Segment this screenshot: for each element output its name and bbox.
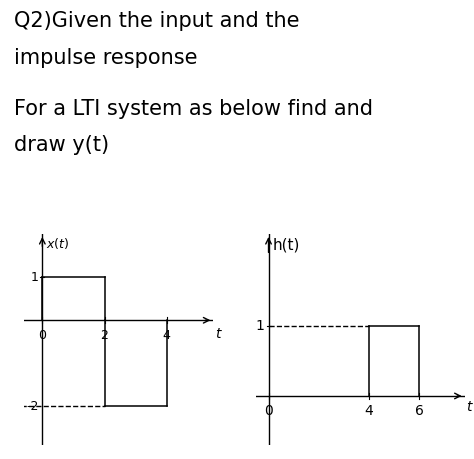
Text: 2: 2 xyxy=(100,329,109,342)
Text: Q2)Given the input and the: Q2)Given the input and the xyxy=(14,11,300,32)
Text: h(t): h(t) xyxy=(272,238,300,252)
Text: 0: 0 xyxy=(264,404,273,419)
Text: 4: 4 xyxy=(163,329,171,342)
Text: 0: 0 xyxy=(38,329,46,342)
Text: $t$: $t$ xyxy=(215,327,223,341)
Text: -2: -2 xyxy=(26,400,38,413)
Text: 1: 1 xyxy=(31,271,38,284)
Text: $x(t)$: $x(t)$ xyxy=(46,236,69,251)
Text: 4: 4 xyxy=(365,404,374,419)
Text: $t$: $t$ xyxy=(466,400,474,414)
Text: For a LTI system as below find and: For a LTI system as below find and xyxy=(14,99,373,119)
Text: impulse response: impulse response xyxy=(14,48,198,68)
Text: 6: 6 xyxy=(415,404,424,419)
Text: 1: 1 xyxy=(256,319,265,333)
Text: draw y(t): draw y(t) xyxy=(14,135,109,156)
